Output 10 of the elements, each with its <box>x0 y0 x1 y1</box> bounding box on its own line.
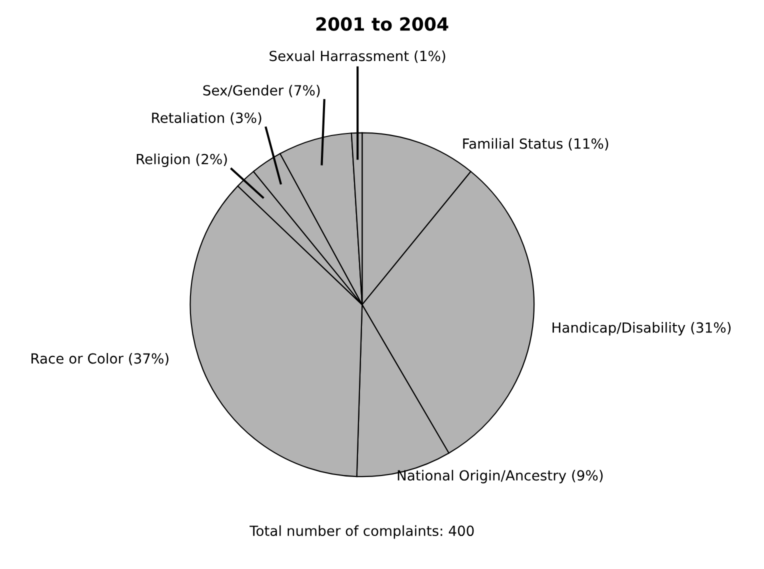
slice-label: Sexual Harrassment (1%) <box>270 50 446 63</box>
text: Total number of complaints: 400 <box>250 525 474 539</box>
slice-label: Familial Status (11%) <box>463 138 608 150</box>
chart-title: 2001 to 2004 <box>316 17 448 31</box>
slice-label: National Origin/Ancestry (9%) <box>398 470 603 484</box>
slice-label: Religion (2%) <box>136 154 227 168</box>
slice-label: Race or Color (37%) <box>32 352 168 366</box>
slice-label: Handicap/Disability (31%) <box>552 322 731 336</box>
slice-label: Retaliation (3%) <box>152 112 262 125</box>
slice-label: Sex/Gender (7%) <box>203 84 320 98</box>
